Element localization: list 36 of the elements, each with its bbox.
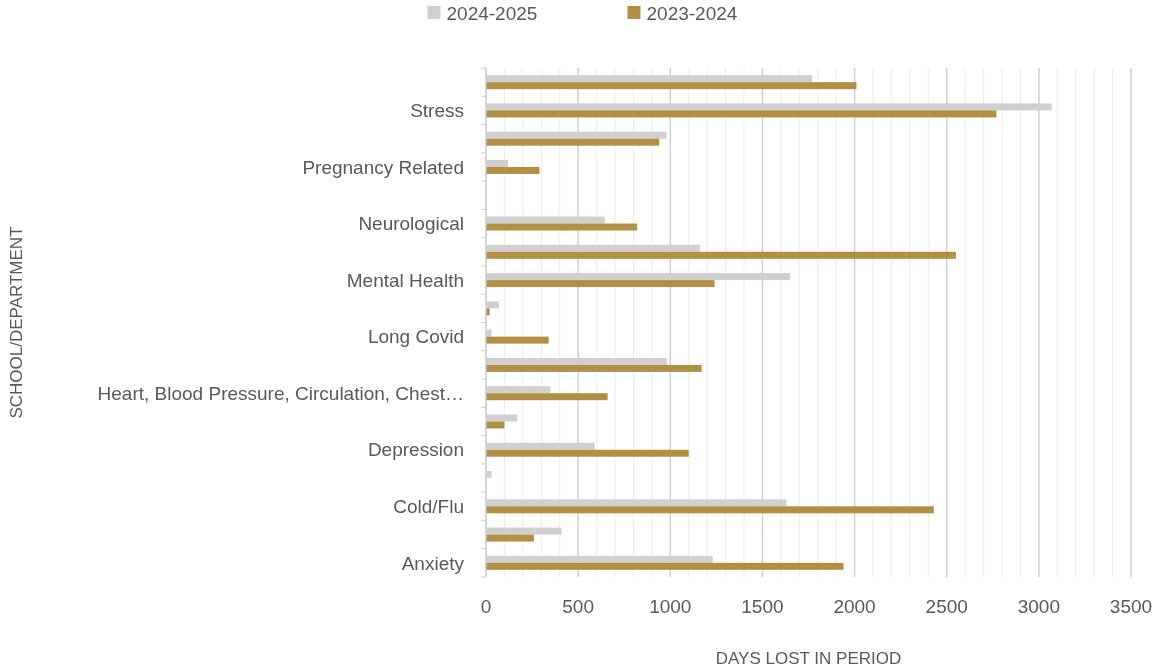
x-tick-label: 3500: [1109, 596, 1153, 617]
bar: [486, 421, 505, 429]
bar: [486, 280, 715, 288]
legend-label: 2024-2025: [446, 2, 538, 24]
y-tick-label: Cold/Flu: [393, 495, 464, 517]
bar: [486, 223, 638, 231]
y-tick-label: Anxiety: [401, 552, 465, 574]
y-tick-label: Long Covid: [367, 326, 464, 348]
bar: [486, 534, 534, 542]
y-tick-label: Neurological: [358, 213, 464, 235]
x-tick-label: 2500: [925, 596, 968, 617]
bar: [486, 393, 608, 401]
y-tick-label: Stress: [410, 100, 464, 122]
y-tick-label: Mental Health: [346, 269, 464, 291]
bar: [486, 506, 934, 514]
bar: [486, 364, 702, 372]
x-tick-label: 1000: [649, 596, 692, 617]
bar: [486, 82, 857, 90]
x-tick-label: 2000: [833, 596, 876, 617]
x-tick-label: 3000: [1017, 596, 1060, 617]
bar: [486, 138, 660, 146]
bar: [486, 166, 540, 174]
y-tick-label: Heart, Blood Pressure, Circulation, Chest…: [97, 382, 464, 404]
y-tick-label: Depression: [367, 439, 464, 461]
bar: [486, 336, 549, 344]
x-tick-label: 1500: [741, 596, 784, 617]
x-tick-label: 0: [480, 596, 492, 617]
bar: [486, 562, 844, 570]
y-tick-label: Pregnancy Related: [302, 156, 464, 178]
bar: [486, 110, 997, 118]
x-axis-title: DAYS LOST IN PERIOD: [715, 649, 902, 668]
legend-label: 2023-2024: [646, 2, 738, 24]
bar: [486, 251, 956, 259]
bar: [486, 449, 689, 457]
y-axis-title: SCHOOL/DEPARTMENT: [7, 226, 26, 419]
x-tick-label: 500: [562, 596, 594, 617]
